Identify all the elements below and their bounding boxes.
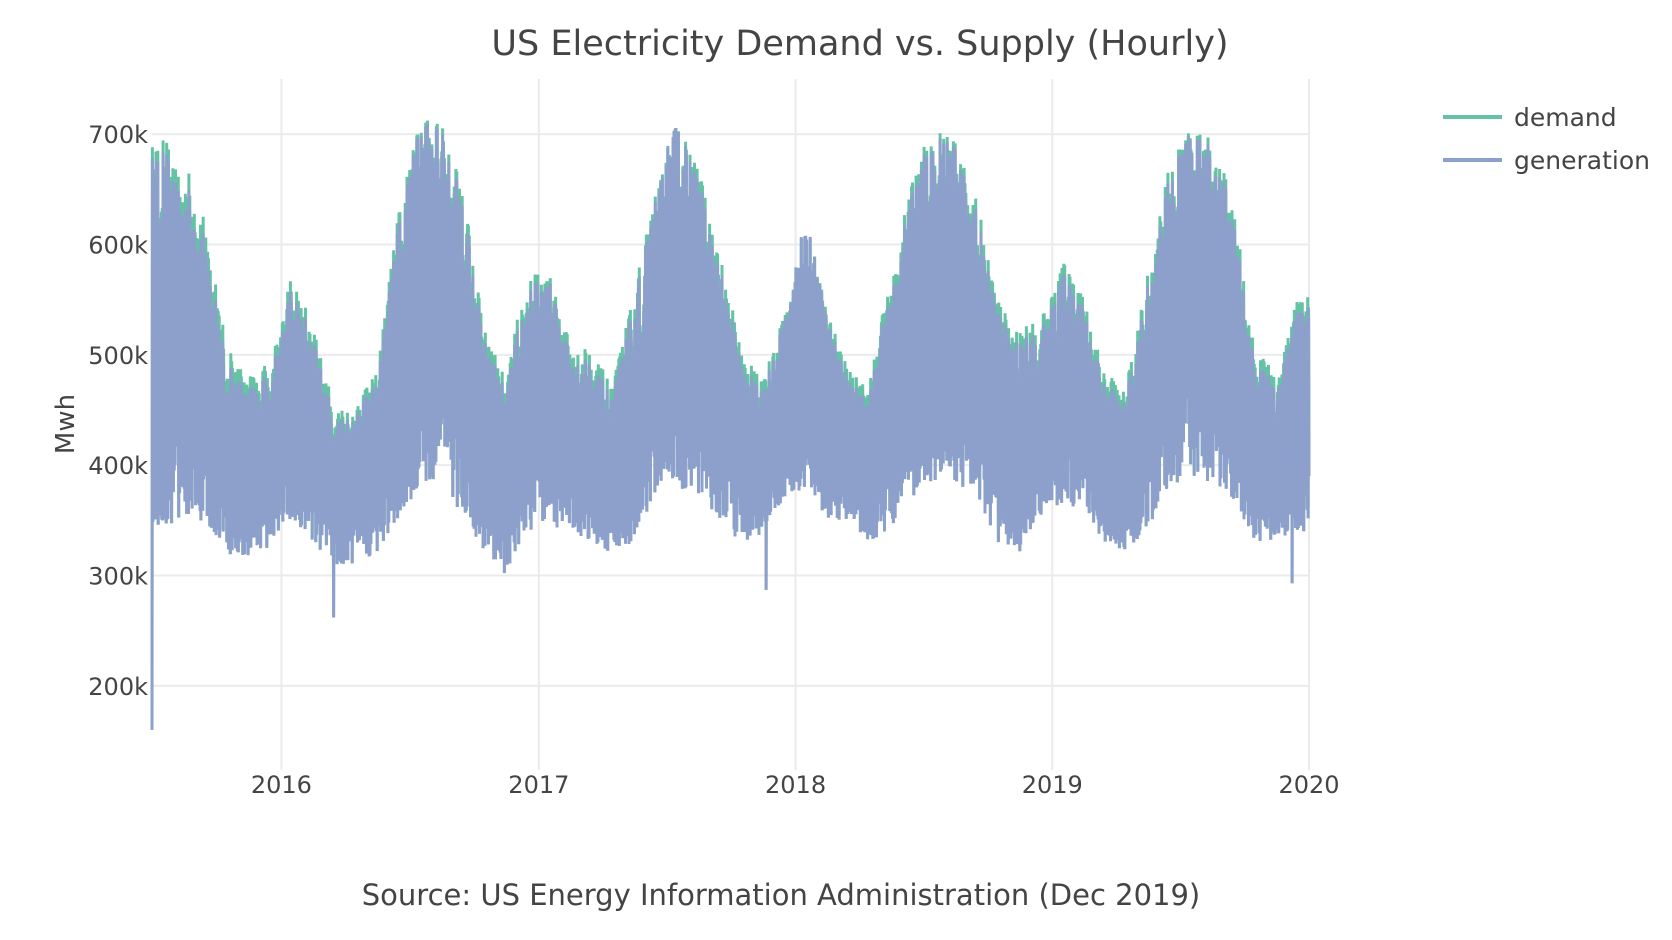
legend-label-demand[interactable]: demand [1514,103,1617,132]
y-tick-label: 600k [88,232,148,260]
x-tick-label: 2017 [508,771,569,799]
y-axis-label: Mwh [51,394,81,454]
x-axis-label: Source: US Energy Information Administra… [362,878,1200,912]
legend-label-generation[interactable]: generation [1514,146,1650,175]
x-tick-label: 2016 [251,771,312,799]
x-axis: 2016 2017 2018 2019 2020 [251,771,1340,799]
y-axis: 200k 300k 400k 500k 600k 700k [88,121,148,701]
y-tick-label: 300k [88,563,148,591]
x-tick-label: 2019 [1022,771,1083,799]
x-tick-label: 2018 [765,771,826,799]
chart-title: US Electricity Demand vs. Supply (Hourly… [491,24,1228,64]
x-tick-label: 2020 [1278,771,1339,799]
y-tick-label: 700k [88,121,148,149]
y-tick-label: 500k [88,342,148,370]
y-tick-label: 200k [88,673,148,701]
legend[interactable]: demand generation [1443,103,1650,175]
series-line-generation [150,124,1311,731]
y-tick-label: 400k [88,452,148,480]
plot-area [150,120,1311,731]
